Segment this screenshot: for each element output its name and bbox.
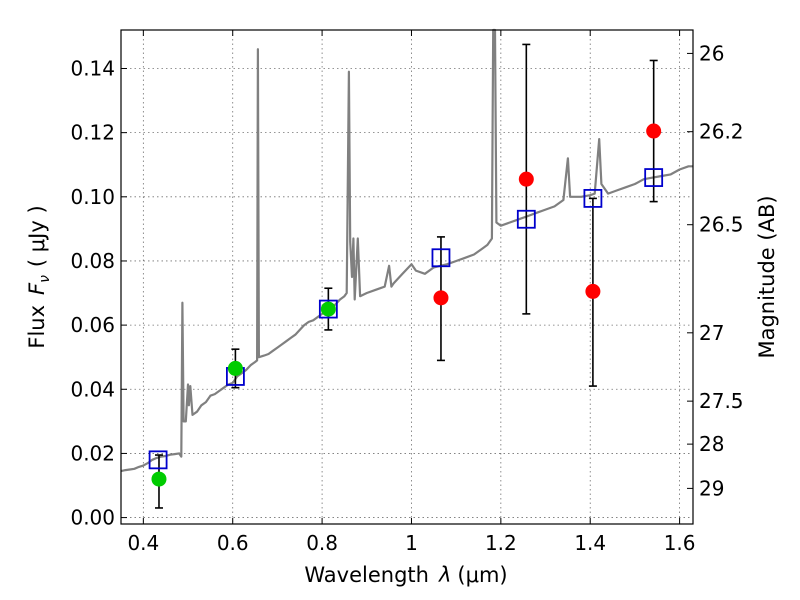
model-point <box>583 189 603 208</box>
x-tick-label: 0.8 <box>306 531 338 555</box>
x-axis-label-symbol: λ <box>438 563 451 587</box>
x-axis-label: Wavelength λ (μm) <box>304 563 507 587</box>
y2-tick-label: 26.5 <box>699 213 744 237</box>
model-point <box>516 209 536 229</box>
y-axis-label-sub: ν <box>37 275 53 283</box>
spectrum-layer <box>120 28 693 473</box>
y-tick-label: 0.10 <box>70 185 115 209</box>
observed-point <box>646 123 662 139</box>
y-tick-label: 0.08 <box>70 249 115 273</box>
observed-point <box>518 171 534 187</box>
y-tick-label: 0.06 <box>70 313 115 337</box>
y-tick-label: 0.00 <box>70 506 115 530</box>
model-point <box>318 299 338 319</box>
x-tick-label: 1.6 <box>664 531 696 555</box>
model-point <box>644 168 664 187</box>
x-axis-label-unit: (μm) <box>457 563 507 587</box>
y-axis-label-symbol: F <box>25 282 49 295</box>
model-point <box>148 450 168 470</box>
y2-tick-label: 27.5 <box>699 389 744 413</box>
y-tick-label: 0.12 <box>70 121 115 145</box>
observed-point <box>320 301 336 317</box>
model-point <box>431 248 451 268</box>
observed-points-layer <box>151 123 662 487</box>
x-tick-label: 0.4 <box>127 531 159 555</box>
y-axis-label-unit: ( μJy ) <box>25 205 49 267</box>
x-tick-label: 1.4 <box>574 531 606 555</box>
observed-point <box>585 283 601 299</box>
errorbar-layer <box>154 43 658 509</box>
y-tick-label: 0.02 <box>70 441 115 465</box>
x-tick-label: 0.6 <box>217 531 249 555</box>
y2-tick-label: 26.2 <box>699 120 744 144</box>
y2-tick-label: 29 <box>699 476 724 500</box>
y-axis-label: Flux Fν ( μJy ) <box>25 205 53 348</box>
x-tick-label: 1 <box>405 531 418 555</box>
y2-tick-label: 26 <box>699 41 724 65</box>
y-tick-label: 0.14 <box>70 56 115 80</box>
y2-tick-label: 27 <box>699 321 724 345</box>
observed-point <box>151 471 167 487</box>
ticks: 0.4 0.6 0.8 1 1.2 1.4 1.6 0.00 0.02 0.04 0.06 0.08 0… <box>70 30 744 555</box>
y2-axis-label: Magnitude (AB) <box>755 195 779 358</box>
observed-point <box>433 290 449 306</box>
model-points-layer <box>148 168 664 470</box>
grid <box>121 30 693 524</box>
y2-tick-label: 28 <box>699 432 724 456</box>
observed-point <box>227 360 243 376</box>
plot-frame <box>120 29 694 525</box>
y-axis-label-prefix: Flux <box>25 305 49 349</box>
x-axis-label-prefix: Wavelength <box>304 563 429 587</box>
x-tick-label: 1.2 <box>485 531 517 555</box>
y-tick-label: 0.04 <box>70 377 115 401</box>
spectrum-line <box>120 28 693 473</box>
